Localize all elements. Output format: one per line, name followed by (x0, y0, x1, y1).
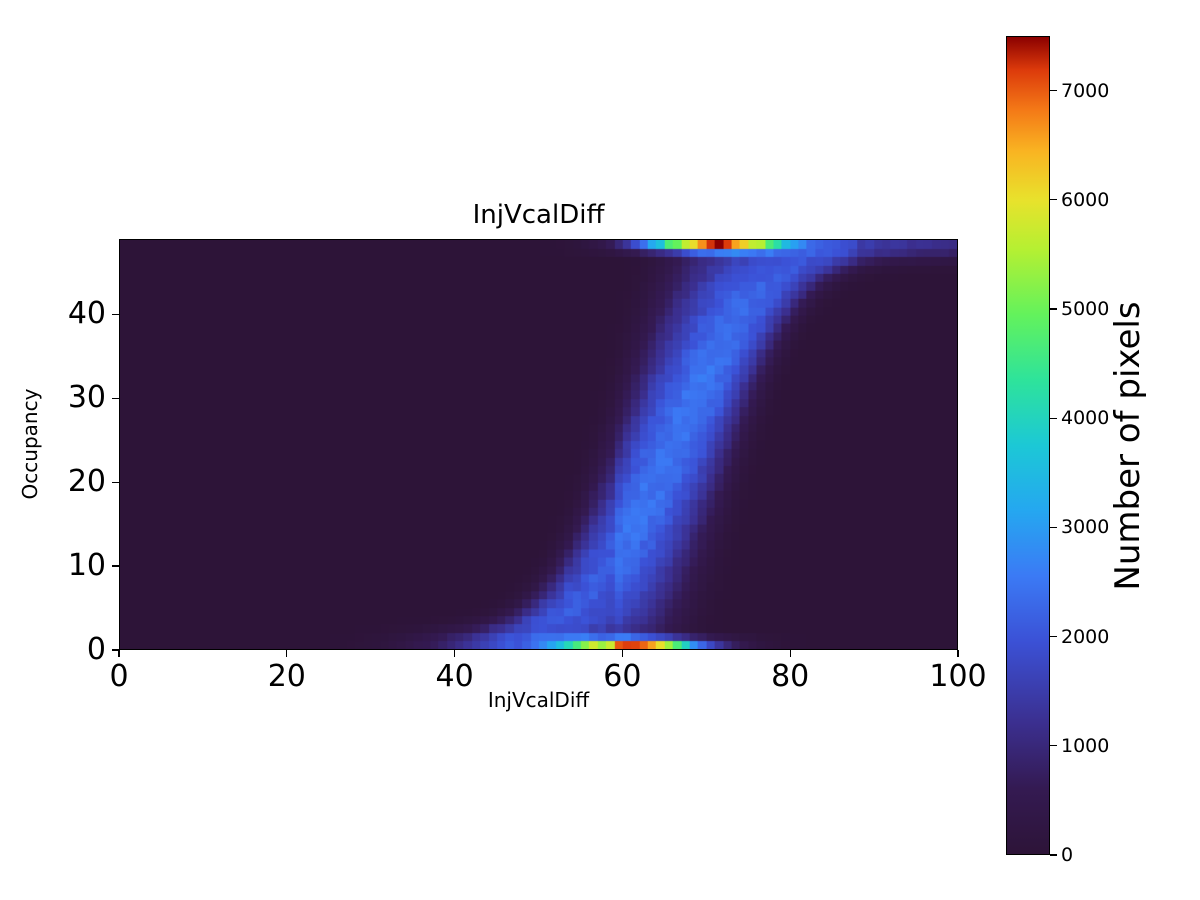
colorbar-tick-mark (1050, 89, 1057, 92)
y-tick-mark (112, 649, 119, 651)
colorbar-tick-label: 7000 (1061, 79, 1110, 102)
colorbar-label: Number of pixels (1108, 301, 1148, 591)
x-tick-mark (286, 650, 288, 657)
heatmap-plot-area (119, 239, 958, 650)
y-tick-label: 0 (86, 632, 106, 667)
y-tick-mark (112, 313, 119, 316)
colorbar-tick-label: 1000 (1061, 734, 1110, 757)
x-tick-label: 80 (771, 659, 810, 694)
x-tick-label: 20 (267, 659, 306, 694)
colorbar-tick-mark (1050, 308, 1057, 310)
heatmap-canvas (120, 240, 957, 649)
y-tick-mark (112, 397, 119, 400)
y-axis-tick-labels: 0 10 20 30 40 (0, 0, 106, 900)
x-axis-label: InjVcalDiff (487, 688, 590, 712)
colorbar-tick-mark (1050, 199, 1057, 201)
colorbar-gradient (1007, 37, 1049, 854)
y-tick-label: 10 (67, 548, 106, 584)
x-tick-mark (789, 650, 791, 657)
x-tick-label: 100 (929, 659, 987, 694)
x-tick-mark (621, 650, 624, 657)
y-tick-label: 30 (67, 380, 106, 416)
colorbar-tick-mark (1050, 526, 1057, 529)
colorbar-tick-label: 2000 (1061, 625, 1110, 648)
colorbar-tick-label: 4000 (1061, 407, 1110, 430)
y-tick-label: 20 (67, 464, 106, 500)
y-tick-mark (112, 565, 119, 567)
x-tick-label: 0 (109, 659, 129, 694)
y-tick-label: 40 (67, 296, 106, 332)
colorbar (1006, 36, 1050, 855)
colorbar-tick-mark (1050, 635, 1057, 638)
x-tick-mark (957, 650, 959, 657)
x-tick-label: 40 (435, 659, 474, 694)
colorbar-tick-mark (1050, 745, 1057, 747)
x-tick-mark (453, 650, 456, 657)
colorbar-tick-label: 5000 (1061, 298, 1110, 320)
colorbar-tick-label: 0 (1061, 844, 1074, 866)
x-tick-label: 60 (603, 659, 642, 694)
colorbar-tick-label: 3000 (1061, 516, 1110, 539)
y-tick-mark (112, 481, 119, 483)
plot-title: InjVcalDiff (472, 200, 605, 230)
colorbar-tick-mark (1050, 854, 1057, 856)
x-tick-mark (118, 650, 120, 657)
colorbar-tick-label: 6000 (1061, 188, 1110, 211)
colorbar-tick-mark (1050, 417, 1057, 419)
